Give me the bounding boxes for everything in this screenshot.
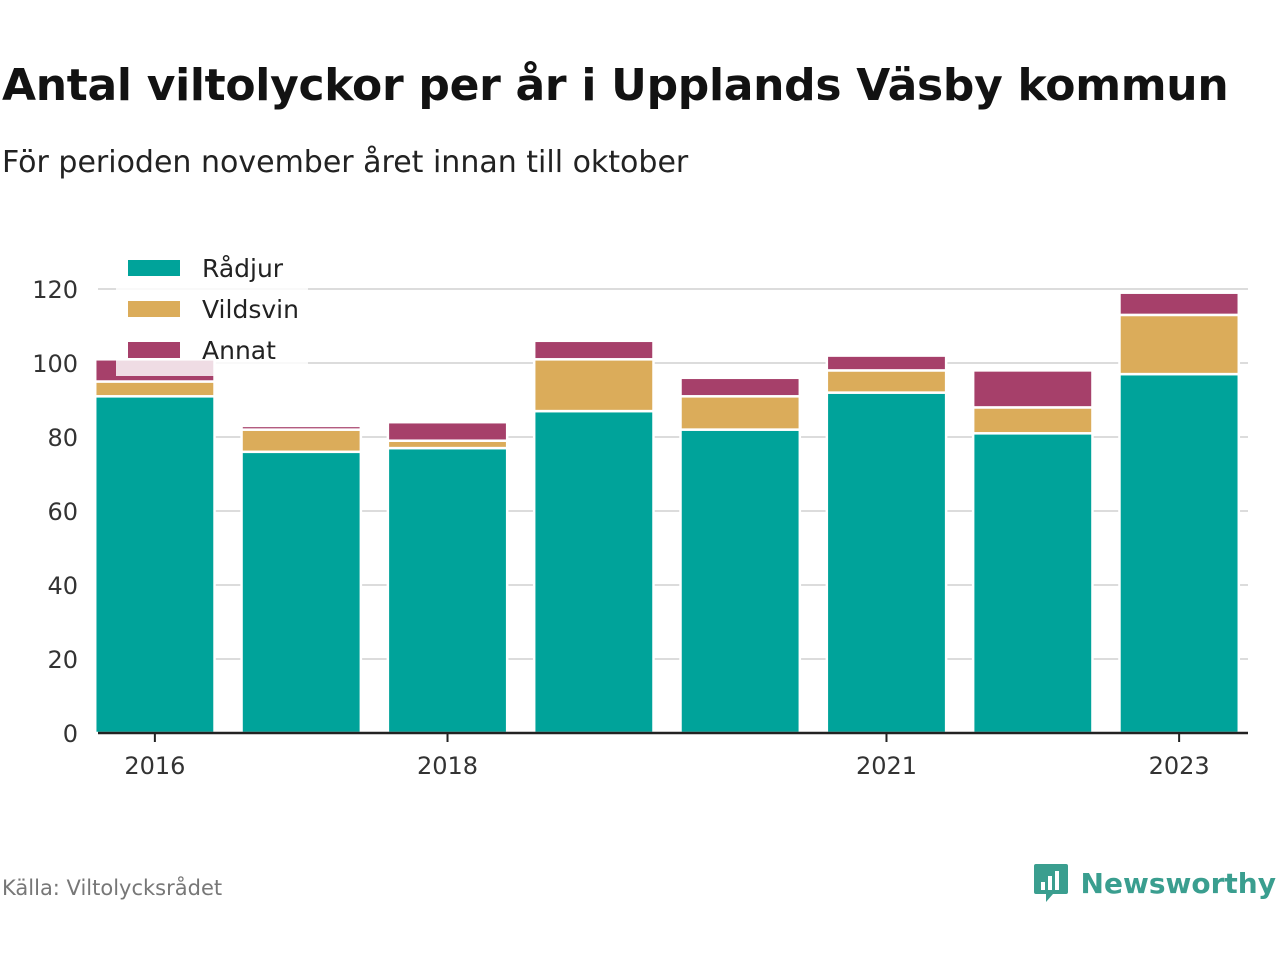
y-tick-label: 0 bbox=[63, 720, 78, 748]
bar-vildsvin-2023 bbox=[1118, 313, 1241, 376]
legend-label-rådjur: Rådjur bbox=[202, 254, 284, 283]
legend-swatch-vildsvin bbox=[128, 301, 180, 317]
bar-annat-2023 bbox=[1118, 291, 1241, 317]
y-tick-label: 20 bbox=[47, 646, 78, 674]
y-tick-label: 120 bbox=[32, 276, 78, 304]
bar-annat-2018 bbox=[386, 420, 509, 442]
bar-rådjur-2021 bbox=[825, 391, 948, 735]
bar-vildsvin-2020 bbox=[679, 395, 802, 431]
bar-vildsvin-2021 bbox=[825, 369, 948, 394]
y-tick-label: 100 bbox=[32, 350, 78, 378]
bar-annat-2017 bbox=[240, 424, 363, 431]
legend: Rådjur Vildsvin Annat bbox=[116, 246, 308, 376]
bar-vildsvin-2022 bbox=[971, 406, 1094, 435]
bar-rådjur-2016 bbox=[93, 395, 216, 735]
bar-annat-2021 bbox=[825, 354, 948, 372]
legend-label-annat: Annat bbox=[202, 336, 276, 365]
y-axis-ticks: 0 20 40 60 80 100 120 bbox=[32, 276, 78, 748]
y-tick-label: 40 bbox=[47, 572, 78, 600]
x-tick-label: 2021 bbox=[856, 752, 917, 780]
brand-logo[interactable]: Newsworthy bbox=[1033, 862, 1276, 904]
legend-label-vildsvin: Vildsvin bbox=[202, 295, 299, 324]
bar-rådjur-2019 bbox=[532, 409, 655, 735]
bar-annat-2020 bbox=[679, 376, 802, 398]
bar-annat-2019 bbox=[532, 339, 655, 361]
bar-rådjur-2018 bbox=[386, 446, 509, 735]
legend-swatch-annat bbox=[128, 342, 180, 358]
x-tick-label: 2023 bbox=[1149, 752, 1210, 780]
x-tick-label: 2016 bbox=[124, 752, 185, 780]
bar-vildsvin-2019 bbox=[532, 358, 655, 413]
x-tick-label: 2018 bbox=[417, 752, 478, 780]
bar-vildsvin-2017 bbox=[240, 428, 363, 454]
newsworthy-logo-icon bbox=[1033, 864, 1068, 902]
bar-rådjur-2017 bbox=[240, 450, 363, 735]
bar-annat-2022 bbox=[971, 369, 1094, 409]
bar-vildsvin-2016 bbox=[93, 380, 216, 398]
bar-rådjur-2023 bbox=[1118, 372, 1241, 735]
chart-title: Antal viltolyckor per år i Upplands Väsb… bbox=[2, 60, 1229, 111]
brand-name: Newsworthy bbox=[1080, 866, 1276, 900]
bar-rådjur-2022 bbox=[971, 432, 1094, 735]
y-tick-label: 60 bbox=[47, 498, 78, 526]
legend-swatch-rådjur bbox=[128, 260, 180, 276]
bars bbox=[93, 291, 1241, 735]
y-tick-label: 80 bbox=[47, 424, 78, 452]
x-axis-ticks: 2016 2018 2021 2023 bbox=[124, 733, 1210, 780]
bar-rådjur-2020 bbox=[679, 428, 802, 735]
source-note: Källa: Viltolycksrådet bbox=[2, 876, 223, 900]
chart-subtitle: För perioden november året innan till ok… bbox=[2, 145, 689, 180]
